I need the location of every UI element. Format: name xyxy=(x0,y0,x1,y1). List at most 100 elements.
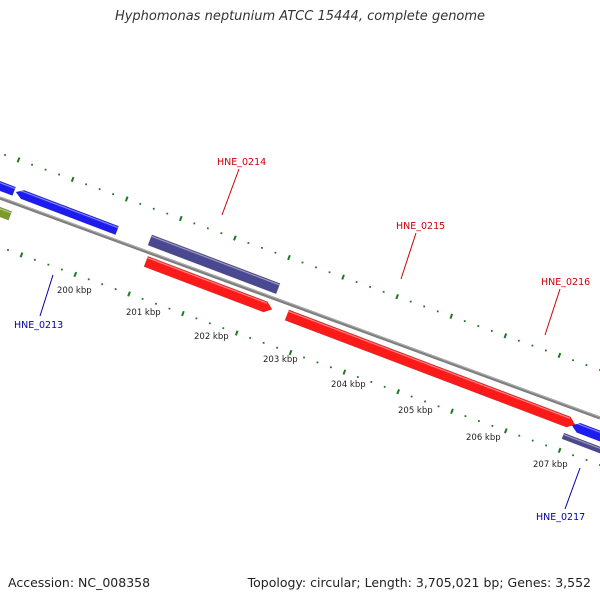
feature-hne-0216 xyxy=(479,383,576,428)
inner-minor-tick xyxy=(303,356,305,359)
outer-minor-tick xyxy=(139,202,142,205)
inner-minor-tick xyxy=(249,337,252,339)
gene-label-hne-0216[interactable]: HNE_0216 xyxy=(541,277,590,288)
inner-minor-tick xyxy=(141,297,144,300)
inner-major-tick xyxy=(127,291,131,297)
genome-title: Hyphomonas neptunium ATCC 15444, complet… xyxy=(114,9,486,24)
feature-reverse-stub-body xyxy=(0,180,16,196)
inner-minor-tick xyxy=(47,263,50,266)
gene-label-hne-0215[interactable]: HNE_0215 xyxy=(396,221,445,232)
callout-line-hne-0214 xyxy=(221,168,240,216)
feature-track xyxy=(0,180,600,454)
outer-minor-tick xyxy=(152,207,155,210)
outer-major-tick xyxy=(341,274,345,280)
inner-major-tick xyxy=(181,310,185,317)
inner-minor-tick xyxy=(478,420,480,422)
gene-callouts: HNE_0213 HNE_0214 HNE_0215 HNE_0216 HNE_… xyxy=(14,157,590,523)
feature-hne-0217-purple-body xyxy=(561,432,600,454)
feature-hne-0216-body xyxy=(479,383,576,428)
inner-minor-tick xyxy=(531,439,534,442)
outer-major-tick xyxy=(124,196,129,202)
callout-line-hne-0217 xyxy=(564,467,581,510)
inner-tick-track xyxy=(7,249,600,466)
inner-minor-tick xyxy=(7,249,9,251)
kbp-label-200: 200 kbp xyxy=(57,286,92,296)
inner-major-tick xyxy=(450,408,454,414)
gene-label-hne-0217[interactable]: HNE_0217 xyxy=(536,512,585,523)
outer-minor-tick xyxy=(328,271,331,274)
inner-minor-tick xyxy=(87,278,90,281)
kbp-label-205: 205 kbp xyxy=(398,406,433,416)
feature-reverse-stub-highlight xyxy=(0,182,16,190)
outer-major-tick xyxy=(233,235,237,241)
inner-major-tick xyxy=(288,349,293,356)
inner-minor-tick xyxy=(276,346,278,349)
outer-minor-tick xyxy=(382,290,385,293)
backbone-highlight xyxy=(0,196,600,418)
outer-minor-tick xyxy=(274,251,277,254)
gene-label-hne-0214[interactable]: HNE_0214 xyxy=(217,157,266,168)
gene-label-hne-0213[interactable]: HNE_0213 xyxy=(14,320,63,331)
kbp-label-207: 207 kbp xyxy=(533,460,568,470)
inner-major-tick xyxy=(19,252,24,258)
inner-minor-tick xyxy=(424,400,426,403)
outer-minor-tick xyxy=(166,212,169,215)
inner-major-tick xyxy=(396,389,401,395)
inner-major-tick xyxy=(342,369,347,375)
outer-major-tick xyxy=(503,333,508,339)
inner-minor-tick xyxy=(262,341,265,344)
feature-hne-0217-purple-highlight xyxy=(563,433,600,450)
feature-hne-0213-highlight xyxy=(16,188,119,229)
kbp-label-203: 203 kbp xyxy=(263,355,298,365)
feature-olive-stub-highlight xyxy=(0,208,12,214)
outer-major-tick xyxy=(395,294,399,300)
inner-minor-tick xyxy=(464,415,467,418)
outer-major-tick xyxy=(16,157,21,163)
inner-minor-tick xyxy=(168,307,171,310)
inner-minor-tick xyxy=(383,385,386,388)
outer-minor-tick xyxy=(206,227,209,230)
genome-summary-text: Topology: circular; Length: 3,705,021 bp… xyxy=(247,575,591,590)
outer-minor-tick xyxy=(572,359,574,362)
inner-minor-tick xyxy=(437,405,440,408)
callout-line-hne-0216 xyxy=(544,288,561,336)
feature-hne-0214-purple xyxy=(147,234,281,295)
outer-minor-tick xyxy=(585,364,588,367)
inner-minor-tick xyxy=(222,327,225,330)
outer-major-tick xyxy=(287,254,291,261)
outer-minor-tick xyxy=(355,281,358,283)
inner-major-tick xyxy=(234,330,239,336)
feature-hne-0217 xyxy=(571,421,600,442)
feature-hne-0213-body xyxy=(15,190,119,236)
callout-line-hne-0215 xyxy=(400,232,417,280)
inner-major-tick xyxy=(503,428,508,434)
outer-minor-tick xyxy=(315,266,317,269)
outer-minor-tick xyxy=(193,222,196,225)
outer-minor-tick xyxy=(301,261,304,264)
callout-line-hne-0213 xyxy=(39,274,54,317)
inner-minor-tick xyxy=(356,376,359,378)
backbone-line xyxy=(0,196,600,420)
feature-hne-0214-body xyxy=(143,255,273,313)
kbp-label-201: 201 kbp xyxy=(126,308,161,318)
kbp-label-204: 204 kbp xyxy=(331,380,366,390)
outer-minor-tick xyxy=(477,325,480,327)
outer-minor-tick xyxy=(31,163,33,166)
outer-minor-tick xyxy=(409,300,412,303)
outer-minor-tick xyxy=(4,154,6,156)
inner-minor-tick xyxy=(491,425,494,427)
outer-minor-tick xyxy=(463,320,466,323)
feature-hne-0214-purple-body xyxy=(147,234,281,295)
kbp-label-202: 202 kbp xyxy=(194,332,229,342)
outer-minor-tick xyxy=(247,242,250,244)
inner-minor-tick xyxy=(330,366,332,369)
feature-reverse-stub xyxy=(0,180,16,196)
outer-minor-tick xyxy=(98,188,101,191)
feature-hne-0216-highlight xyxy=(483,384,571,419)
outer-tick-track xyxy=(4,154,600,371)
inner-minor-tick xyxy=(60,268,63,271)
outer-minor-tick xyxy=(85,183,88,186)
feature-olive-stub-body xyxy=(0,206,12,221)
kbp-label-group: 200 kbp 201 kbp 202 kbp 203 kbp 204 kbp … xyxy=(57,286,568,470)
